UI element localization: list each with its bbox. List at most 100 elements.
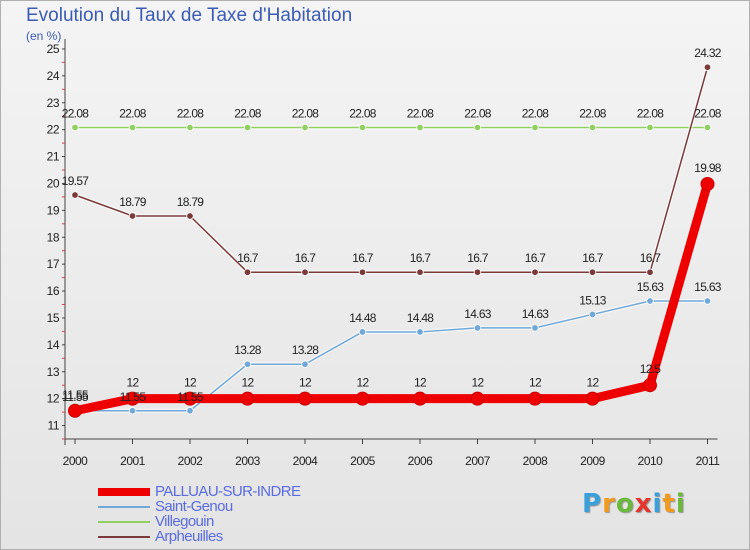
chart-unit: (en %): [26, 29, 62, 43]
series-line-halo-arpheuilles: [74, 66, 710, 275]
data-label-palluau-sur-indre: 12: [242, 376, 255, 390]
data-label-arpheuilles: 18.79: [177, 195, 205, 209]
y-tick-label: 16: [47, 284, 60, 298]
data-label-palluau-sur-indre: 12: [529, 376, 542, 390]
data-label-palluau-sur-indre: 12: [472, 376, 485, 390]
x-tick-label: 2005: [350, 454, 376, 468]
data-label-palluau-sur-indre: 12: [587, 376, 600, 390]
data-label-villegouin: 22.08: [119, 106, 147, 120]
data-point-arpheuilles: [473, 268, 482, 276]
x-tick-label: 2000: [63, 454, 89, 468]
data-point-palluau-sur-indre: [298, 391, 312, 406]
data-label-arpheuilles: 18.79: [119, 195, 147, 209]
legend-swatch: [98, 520, 150, 523]
data-point-saint-genou: [301, 360, 309, 368]
data-point-palluau-sur-indre: [125, 391, 140, 406]
legend-item: Arpheuilles: [98, 528, 300, 545]
series-line-saint-genou: [74, 300, 709, 412]
data-point-palluau-sur-indre: [355, 391, 370, 406]
data-point-saint-genou: [243, 360, 252, 368]
y-tick-label: 21: [47, 150, 60, 164]
logo-letter: P: [582, 489, 603, 519]
y-tick-label: 25: [47, 42, 60, 56]
data-point-arpheuilles: [703, 63, 712, 71]
data-point-villegouin: [703, 123, 712, 132]
data-point-saint-genou: [186, 407, 194, 415]
data-point-villegouin: [588, 123, 597, 132]
data-label-arpheuilles: 16.7: [582, 251, 604, 265]
logo-letter: o: [615, 489, 635, 519]
x-tick-label: 2002: [178, 454, 204, 468]
y-tick-label: 23: [47, 96, 60, 110]
data-label-palluau-sur-indre: 11.55: [62, 388, 89, 402]
data-label-villegouin: 22.08: [464, 106, 492, 120]
data-point-arpheuilles: [71, 191, 79, 199]
data-label-palluau-sur-indre: 12: [414, 376, 427, 390]
data-point-palluau-sur-indre: [413, 391, 427, 406]
series-line-arpheuilles: [74, 66, 709, 273]
logo-letter: x: [634, 489, 653, 519]
data-point-arpheuilles: [243, 268, 252, 276]
legend-label: Arpheuilles: [155, 528, 223, 545]
data-label-saint-genou: 15.63: [637, 280, 665, 294]
data-point-arpheuilles: [358, 268, 367, 276]
data-point-palluau-sur-indre: [643, 378, 657, 393]
data-label-villegouin: 22.08: [234, 106, 262, 120]
legend-item: PALLUAU-SUR-INDRE: [98, 483, 301, 500]
data-label-villegouin: 22.08: [349, 106, 377, 120]
data-point-villegouin: [358, 123, 367, 132]
data-label-arpheuilles: 19.57: [62, 174, 90, 188]
data-point-saint-genou: [703, 297, 712, 305]
x-tick-label: 2006: [408, 454, 434, 468]
series-line-palluau-sur-indre: [70, 179, 712, 416]
data-label-arpheuilles: 16.7: [525, 251, 547, 265]
data-point-villegouin: [531, 123, 539, 132]
data-point-palluau-sur-indre: [585, 391, 600, 406]
data-label-arpheuilles: 16.7: [295, 251, 317, 265]
data-point-saint-genou: [588, 310, 597, 319]
x-tick-label: 2007: [465, 454, 491, 468]
x-tick-label: 2008: [523, 454, 549, 468]
logo-letter: i: [675, 489, 686, 519]
data-point-palluau-sur-indre: [528, 391, 542, 406]
legend-swatch: [98, 505, 150, 508]
data-point-palluau-sur-indre: [183, 391, 197, 406]
data-point-saint-genou: [128, 407, 137, 415]
data-point-arpheuilles: [128, 212, 137, 220]
data-label-villegouin: 22.08: [407, 106, 435, 120]
data-point-arpheuilles: [531, 268, 539, 276]
data-point-arpheuilles: [301, 268, 309, 276]
data-point-palluau-sur-indre: [240, 391, 255, 406]
data-label-saint-genou: 15.13: [579, 293, 607, 307]
legend-label: Villegouin: [155, 513, 214, 530]
data-point-saint-genou: [646, 297, 654, 305]
data-label-villegouin: 22.08: [62, 106, 90, 120]
legend: PALLUAU-SUR-INDRE Saint-Genou Villegouin Ar…: [98, 483, 301, 545]
data-point-palluau-sur-indre: [470, 391, 485, 406]
data-label-palluau-sur-indre: 12: [357, 376, 370, 390]
legend-label: PALLUAU-SUR-INDRE: [155, 483, 301, 500]
data-point-palluau-sur-indre: [68, 403, 82, 418]
data-label-saint-genou: 14.48: [407, 311, 435, 325]
data-point-palluau-sur-indre: [700, 176, 715, 191]
data-label-arpheuilles: 24.32: [694, 46, 722, 60]
data-label-saint-genou: 14.63: [464, 307, 492, 321]
data-label-arpheuilles: 16.7: [640, 251, 662, 265]
data-point-arpheuilles: [186, 212, 194, 220]
data-point-saint-genou: [473, 324, 482, 332]
data-point-saint-genou: [531, 324, 539, 332]
x-tick-label: 2010: [638, 454, 664, 468]
data-point-arpheuilles: [646, 268, 654, 276]
y-tick-label: 19: [47, 203, 60, 217]
data-label-palluau-sur-indre: 12: [184, 376, 197, 390]
data-point-villegouin: [301, 123, 309, 132]
y-tick-label: 15: [47, 311, 60, 325]
y-tick-label: 11: [48, 419, 60, 433]
data-label-villegouin: 22.08: [579, 106, 607, 120]
data-point-villegouin: [71, 123, 79, 132]
data-point-saint-genou: [358, 328, 367, 336]
y-tick-label: 14: [47, 338, 60, 352]
data-label-arpheuilles: 16.7: [237, 251, 259, 265]
